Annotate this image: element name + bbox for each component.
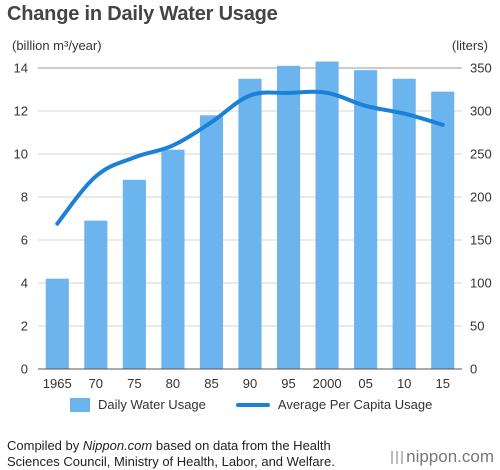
brand-mark-icon: [391, 450, 404, 464]
legend-line-swatch: [235, 402, 270, 407]
footnote-suffix: based on data from the Health: [152, 438, 331, 453]
category-label: 75: [127, 376, 141, 391]
bar: [431, 91, 455, 370]
per-capita-line: [55, 89, 445, 226]
bar: [315, 61, 339, 370]
right-tick-label: 100: [470, 276, 492, 291]
bar: [84, 220, 108, 369]
legend-bar-swatch: [70, 397, 90, 412]
category-label: 70: [89, 376, 103, 391]
footnote-line-1: Compiled by Nippon.com based on data fro…: [7, 438, 335, 454]
footnote-source-name: Nippon.com: [82, 438, 153, 453]
left-tick-label: 4: [21, 276, 28, 291]
right-tick-label: 200: [470, 190, 492, 205]
category-label: 10: [397, 376, 411, 391]
left-tick-label: 2: [21, 319, 28, 334]
category-label: 80: [166, 376, 180, 391]
bar: [45, 278, 69, 369]
bar: [354, 70, 378, 370]
category-label: 15: [435, 376, 449, 391]
right-tick-label: 150: [470, 233, 492, 248]
category-label: 90: [243, 376, 257, 391]
right-axis-unit-label: (liters): [451, 38, 488, 53]
category-label: 1965: [43, 376, 72, 391]
footnote-prefix: Compiled by: [7, 438, 83, 453]
bar: [199, 115, 224, 369]
category-label: 95: [281, 376, 295, 391]
bar: [161, 149, 185, 369]
left-tick-label: 12: [14, 104, 28, 119]
left-tick-label: 8: [21, 190, 28, 205]
footnote-line-2: Sciences Council, Ministry of Health, La…: [7, 454, 335, 469]
right-tick-label: 0: [470, 362, 477, 377]
category-label: 2000: [313, 376, 342, 391]
chart-title: Change in Daily Water Usage: [7, 3, 278, 25]
brand-logo: nippon.com: [391, 447, 494, 467]
right-tick-label: 300: [470, 104, 492, 119]
bar: [122, 179, 146, 369]
left-tick-label: 0: [21, 362, 28, 377]
legend-label-daily-water-usage: Daily Water Usage: [98, 397, 206, 412]
brand-name: nippon.com: [406, 447, 494, 466]
bar: [392, 78, 416, 369]
right-tick-label: 50: [470, 319, 484, 334]
category-label: 05: [358, 376, 372, 391]
left-tick-label: 10: [14, 147, 28, 162]
category-label: 85: [204, 376, 218, 391]
bar: [276, 65, 301, 369]
right-tick-label: 250: [470, 147, 492, 162]
source-footnote: Compiled by Nippon.com based on data fro…: [7, 438, 335, 470]
left-tick-label: 6: [21, 233, 28, 248]
left-axis-unit-label: (billion m³/year): [12, 38, 102, 53]
right-tick-label: 350: [470, 61, 492, 76]
chart-legend: Daily Water Usage Average Per Capita Usa…: [70, 397, 432, 412]
legend-label-per-capita-usage: Average Per Capita Usage: [277, 397, 433, 412]
left-tick-label: 14: [14, 61, 28, 76]
bar: [238, 78, 262, 369]
